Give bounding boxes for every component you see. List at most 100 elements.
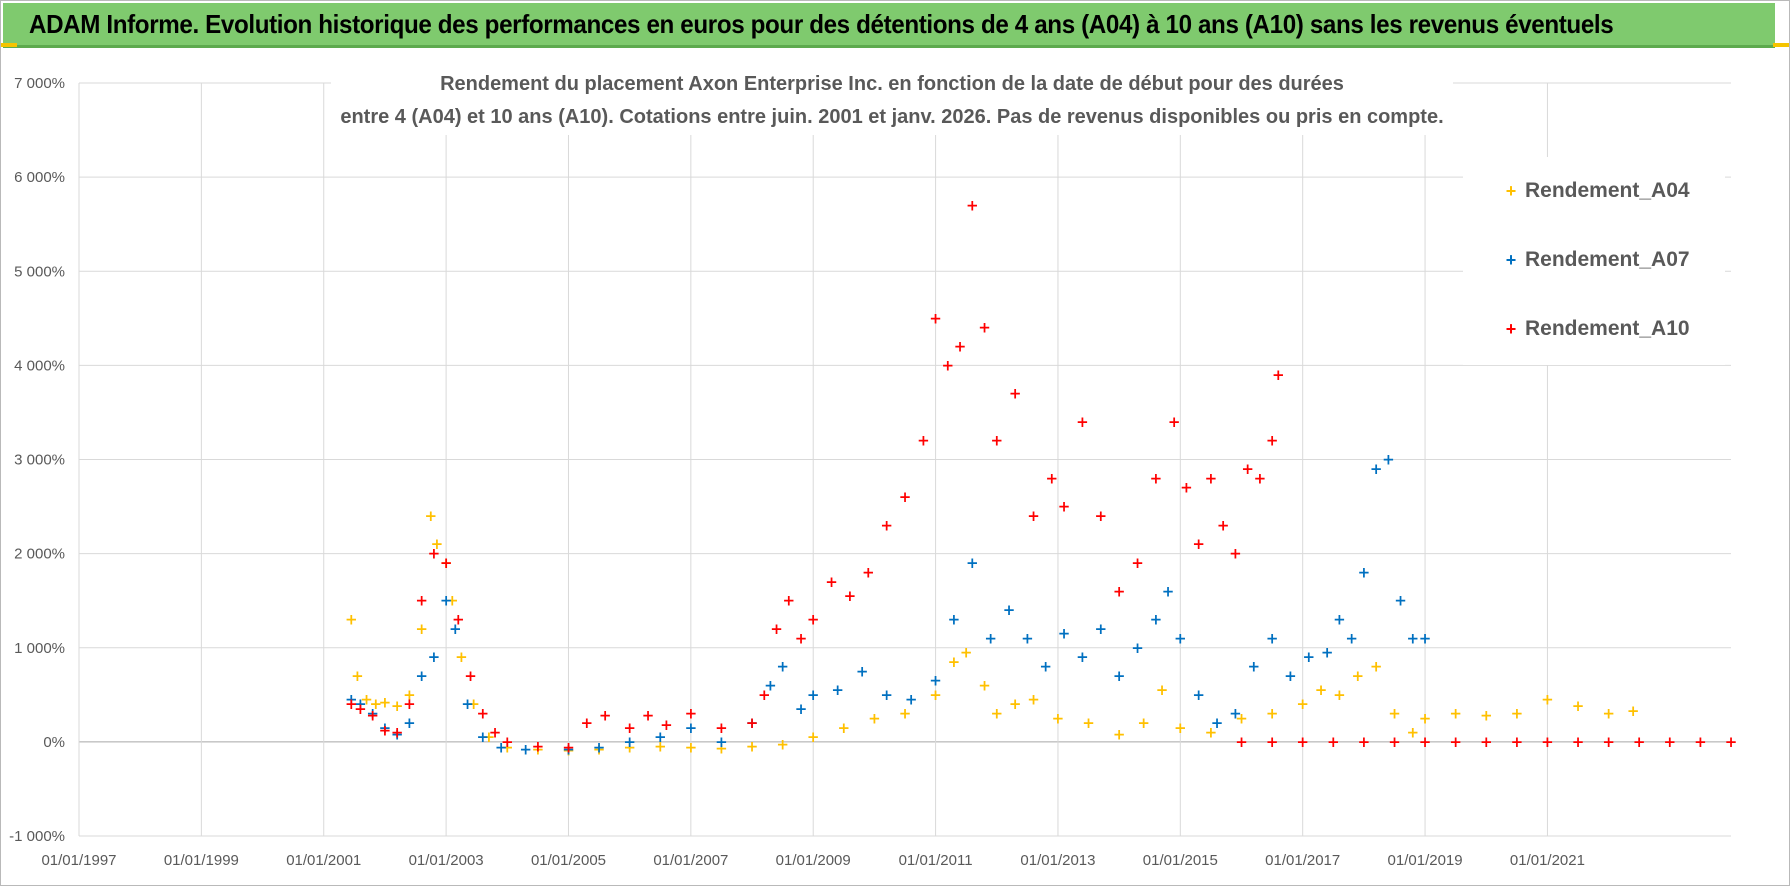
data-point: + — [354, 700, 367, 718]
data-point: + — [856, 662, 869, 680]
x-tick-label: 01/01/2003 — [409, 852, 484, 869]
data-point: + — [1235, 709, 1248, 727]
data-point: + — [495, 739, 508, 757]
data-point: + — [1266, 733, 1279, 751]
data-point: + — [899, 488, 912, 506]
data-point: + — [1633, 733, 1646, 751]
data-point: + — [1419, 709, 1432, 727]
x-tick-label: 01/01/2017 — [1265, 852, 1340, 869]
data-point: + — [403, 695, 416, 713]
series-rendement-a10-zero: + + + + + + + + + + + + + + + + + — [1235, 733, 1737, 751]
data-point: + — [351, 667, 364, 685]
data-points: + + + + + + + + + + + + + + + + + + + + + + + + + + + + + + + + + + + + + + + +… — [345, 196, 1737, 759]
data-point: + — [1131, 639, 1144, 657]
data-point: + — [562, 740, 575, 758]
data-point: + — [715, 719, 728, 737]
data-point: + — [654, 738, 667, 756]
data-point: + — [654, 728, 667, 746]
data-point: + — [685, 705, 698, 723]
data-point: + — [1419, 733, 1432, 751]
data-point: + — [1150, 469, 1163, 487]
data-point: + — [1333, 611, 1346, 629]
data-point: + — [1541, 733, 1554, 751]
data-point: + — [1003, 601, 1016, 619]
series-rendement-a04: + + + + + + + + + + + + + + + + + + + + + + + + + + + + + + + + + + + + + + + +… — [345, 507, 1639, 759]
series-rendement-a10: + + + + + + + + + + + + + + + + + + + + + + + + + + + + + + + + + + + + + + + +… — [345, 196, 1285, 756]
data-point: + — [1192, 535, 1205, 553]
y-tick-label: 2 000% — [14, 546, 65, 563]
legend-box — [1463, 157, 1725, 365]
data-point: + — [905, 691, 918, 709]
data-point: + — [1156, 681, 1169, 699]
data-point: + — [345, 611, 358, 629]
legend-label-a07: Rendement_A07 — [1525, 248, 1690, 271]
data-point: + — [1076, 413, 1089, 431]
x-tick-label: 01/01/1997 — [41, 852, 116, 869]
data-point: + — [1382, 451, 1395, 469]
corner-accent-right — [1773, 43, 1789, 47]
data-point: + — [795, 629, 808, 647]
data-point: + — [880, 686, 893, 704]
data-point: + — [1058, 498, 1071, 516]
data-point: + — [461, 695, 474, 713]
data-point: + — [1321, 643, 1334, 661]
legend: + Rendement_A04 + Rendement_A07 + Rendem… — [1463, 157, 1725, 365]
data-point: + — [1358, 733, 1371, 751]
data-point: + — [929, 686, 942, 704]
data-point: + — [642, 707, 655, 725]
data-point: + — [369, 695, 382, 713]
data-point: + — [1296, 733, 1309, 751]
data-point: + — [1296, 695, 1309, 713]
data-point: + — [776, 658, 789, 676]
data-point: + — [1327, 733, 1340, 751]
data-point: + — [764, 676, 777, 694]
x-tick-label: 01/01/2021 — [1510, 852, 1585, 869]
data-point: + — [868, 709, 881, 727]
data-point: + — [1095, 507, 1108, 525]
data-point: + — [360, 691, 373, 709]
header-banner: ADAM Informe. Evolution historique des p… — [3, 3, 1775, 48]
data-point: + — [685, 719, 698, 737]
data-point: + — [1480, 707, 1493, 725]
data-point: + — [1052, 709, 1065, 727]
data-point: + — [1511, 733, 1524, 751]
data-point: + — [1131, 554, 1144, 572]
data-point: + — [1021, 629, 1034, 647]
data-point: + — [366, 707, 379, 725]
data-point: + — [1229, 545, 1242, 563]
y-tick-label: 6 000% — [14, 169, 65, 186]
data-point: + — [415, 620, 428, 638]
data-point: + — [1039, 658, 1052, 676]
data-point: + — [1174, 629, 1187, 647]
data-point: + — [1168, 413, 1181, 431]
data-point: + — [795, 700, 808, 718]
data-point: + — [1095, 620, 1108, 638]
data-point: + — [990, 705, 1003, 723]
corner-accent-left — [1, 43, 17, 47]
data-point: + — [960, 643, 973, 661]
data-point: + — [1192, 686, 1205, 704]
data-point: + — [1046, 469, 1059, 487]
data-point: + — [593, 739, 606, 757]
y-tick-label: 7 000% — [14, 75, 65, 92]
data-point: + — [483, 728, 496, 746]
legend-label-a10: Rendement_A10 — [1525, 317, 1690, 340]
data-point: + — [1449, 705, 1462, 723]
data-point: + — [345, 695, 358, 713]
data-point: + — [1272, 366, 1285, 384]
data-point: + — [1205, 469, 1218, 487]
data-point: + — [425, 507, 438, 525]
data-point: + — [746, 738, 759, 756]
data-point: + — [593, 740, 606, 758]
data-point: + — [948, 653, 961, 671]
data-point: + — [966, 554, 979, 572]
data-point: + — [452, 611, 465, 629]
data-point: + — [1602, 705, 1615, 723]
data-point: + — [1058, 625, 1071, 643]
data-point: + — [1449, 733, 1462, 751]
data-point: + — [1266, 629, 1279, 647]
data-point: + — [1407, 723, 1420, 741]
data-point: + — [415, 592, 428, 610]
